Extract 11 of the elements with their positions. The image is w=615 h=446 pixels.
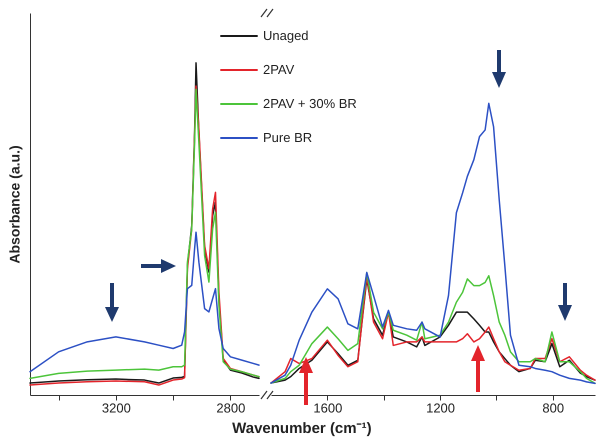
legend-label: 2PAV + 30% BR — [263, 96, 357, 111]
x-axis-title: Wavenumber (cm⁻¹) — [232, 420, 372, 437]
x-tick-label: 3200 — [102, 400, 131, 416]
x-tick-label: 800 — [542, 400, 564, 416]
legend-label: 2PAV — [263, 62, 295, 77]
y-axis-title: Absorbance (a.u.) — [6, 145, 22, 264]
x-tick-label: 1600 — [313, 400, 342, 416]
legend-label: Unaged — [263, 28, 309, 43]
x-tick-label: 1200 — [426, 400, 456, 416]
legend-label: Pure BR — [263, 130, 312, 145]
x-tick-label: 2800 — [216, 400, 246, 416]
